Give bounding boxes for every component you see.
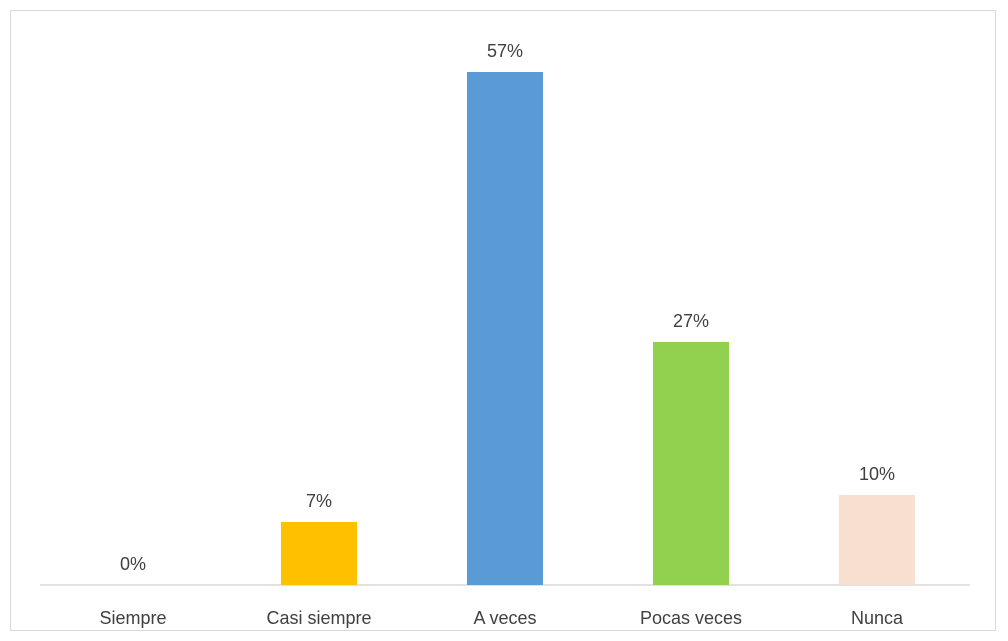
bar-pocas-veces <box>653 342 729 585</box>
x-tick-label-a-veces: A veces <box>473 608 536 628</box>
data-label-casi-siempre: 7% <box>306 491 332 511</box>
bar-casi-siempre <box>281 522 357 585</box>
bar-a-veces <box>467 72 543 585</box>
data-labels-group: 0% 7% 57% 27% 10% <box>120 41 895 574</box>
bars-group <box>281 72 915 585</box>
data-label-pocas-veces: 27% <box>673 311 709 331</box>
data-label-nunca: 10% <box>859 464 895 484</box>
x-tick-label-nunca: Nunca <box>851 608 904 628</box>
data-label-a-veces: 57% <box>487 41 523 61</box>
x-tick-label-siempre: Siempre <box>99 608 166 628</box>
x-tick-label-pocas-veces: Pocas veces <box>640 608 742 628</box>
bar-nunca <box>839 495 915 585</box>
x-tick-labels-group: Siempre Casi siempre A veces Pocas veces Nun… <box>99 608 904 628</box>
x-tick-label-casi-siempre: Casi siempre <box>266 608 371 628</box>
data-label-siempre: 0% <box>120 554 146 574</box>
